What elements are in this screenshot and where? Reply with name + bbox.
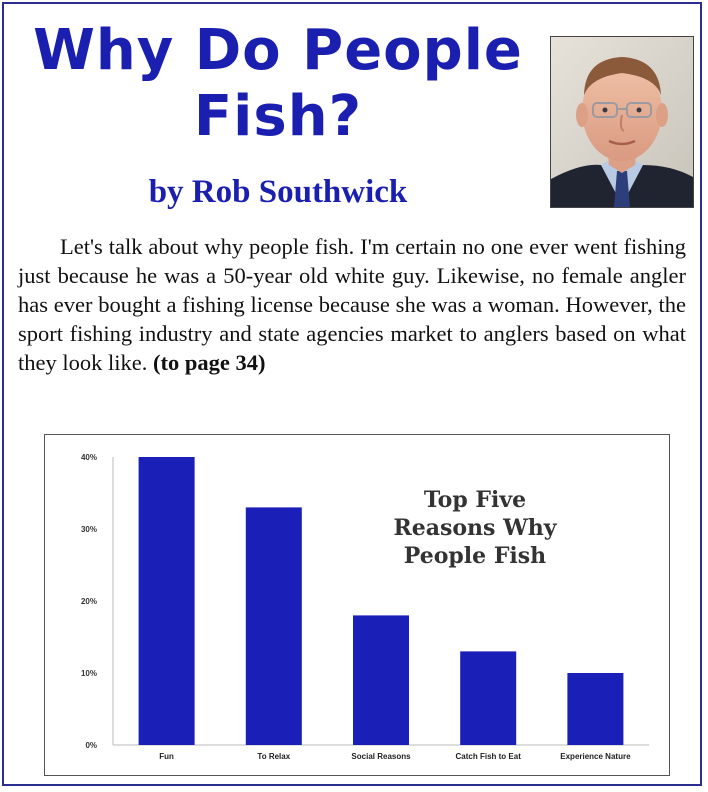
y-tick-label: 40% — [81, 453, 97, 462]
bar — [353, 615, 409, 745]
bar — [460, 651, 517, 745]
category-label: Catch Fish to Eat — [456, 752, 522, 761]
author-portrait-image — [551, 37, 693, 207]
page-continuation-link[interactable]: (to page 34) — [152, 350, 266, 375]
category-label: Social Reasons — [351, 752, 411, 761]
bar — [567, 673, 624, 745]
category-label: Fun — [159, 752, 174, 761]
bar — [245, 507, 302, 745]
article-body-text: Let's talk about why people fish. I'm ce… — [18, 234, 686, 375]
bar-chart: 40% 30% 20% 10% 0% Fun To Relax Social Reasons… — [81, 453, 649, 761]
article-byline: by Rob Southwick — [148, 174, 408, 210]
y-tick-label: 10% — [81, 669, 97, 678]
chart-title-line: People Fish — [404, 543, 546, 569]
category-label: To Relax — [257, 752, 290, 761]
title-line-2: Fish? — [193, 84, 363, 149]
title-line-1: Why Do People — [33, 18, 523, 83]
y-tick-label: 30% — [81, 525, 97, 534]
author-photo — [550, 36, 694, 208]
article-title: Why Do People Fish? — [18, 18, 538, 150]
bar — [138, 457, 195, 745]
y-tick-label: 0% — [85, 741, 97, 750]
category-label: Experience Nature — [560, 752, 631, 761]
chart-container: 40% 30% 20% 10% 0% Fun To Relax Social Reasons… — [44, 434, 670, 776]
chart-title-line: Top Five — [424, 487, 526, 513]
chart-title-line: Reasons Why — [393, 515, 557, 541]
article-body: Let's talk about why people fish. I'm ce… — [18, 232, 686, 377]
y-tick-label: 20% — [81, 597, 97, 606]
